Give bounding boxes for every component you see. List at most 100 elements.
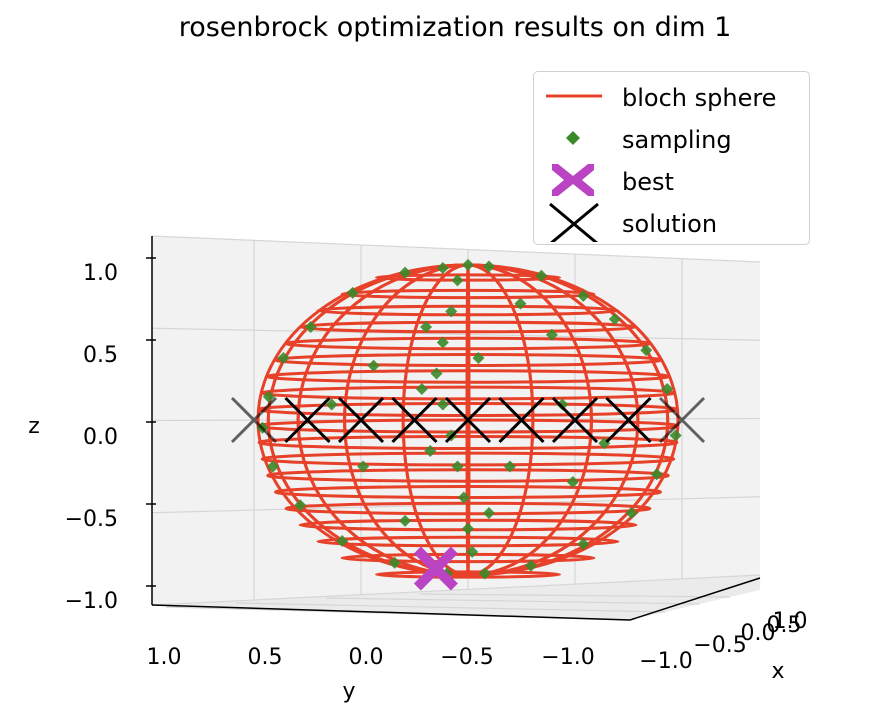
solution-stroke [658,396,706,444]
legend: bloch sphere sampling best solution [533,71,810,245]
sampling-point [266,460,279,473]
grid-line [151,574,761,606]
sampling-point [420,320,433,333]
sampling-point [478,567,491,580]
x-axis-label: x [771,659,784,684]
chart-title: rosenbrock optimization results on dim 1 [178,12,732,43]
sampling-point [277,351,290,364]
sampling-point [424,445,437,458]
sampling-point [445,305,458,318]
floor-pane [152,575,760,620]
x-marker-icon [549,202,599,242]
solution-stroke [230,396,278,444]
line-marker-icon [546,94,602,98]
legend-item-bloch-sphere: bloch sphere [534,76,809,116]
grid-line [235,602,666,613]
sampling-point [625,507,638,520]
grid-line [419,593,731,598]
grid-line [325,597,701,605]
solution-stroke [337,396,385,444]
solution-point [391,396,438,444]
z-tick-label: −1.0 [65,589,118,614]
diamond-marker-icon [566,131,580,145]
sampling-point [462,522,474,535]
y-axis-label: y [342,679,355,704]
z-tick-label: −0.5 [65,507,118,532]
x-tick-label: −1.0 [639,649,692,674]
sampling-points [256,258,682,580]
sampling-point [457,491,470,504]
sampling-point [415,382,428,395]
legend-item-sampling: sampling [534,118,809,158]
sampling-point [577,289,590,302]
solution-point [551,396,599,444]
z-tick-label: 0.0 [83,425,118,450]
sampling-point [336,534,349,547]
sampling-point [577,538,590,551]
solution-point [284,396,331,444]
sampling-point [436,336,449,349]
sampling-point [466,545,479,558]
sampling-point [262,390,275,403]
legend-label: sampling [622,126,732,154]
y-tick-label: −1.0 [541,645,594,670]
sampling-point [514,297,527,310]
solution-stroke [605,396,652,444]
x-tick-label: 0.0 [741,621,776,646]
best-point [413,546,458,591]
solution-point [498,396,545,444]
solution-point [337,396,385,444]
legend-label: solution [622,210,718,238]
grid-line [151,327,761,341]
solution-stroke [391,396,438,444]
sampling-point [661,382,674,395]
solution-stroke [284,396,331,444]
axis-lines [151,236,761,621]
sampling-point [650,468,663,481]
sampling-point [482,507,495,520]
sampling-point [388,556,401,569]
sampling-point [367,359,380,372]
sampling-point [640,344,653,357]
sampling-point [325,398,338,411]
x-axis-line [629,577,761,621]
sampling-point [399,266,412,279]
sampling-point [608,313,621,326]
sampling-point [545,328,558,341]
sampling-point [304,320,317,333]
z-tick-label: 0.5 [83,343,118,368]
z-tick-label: 1.0 [83,261,118,286]
sampling-point [294,499,307,512]
y-tick-label: 0.5 [248,645,283,670]
solution-point [605,396,652,444]
sampling-point [482,260,495,273]
legend-item-solution: solution [534,202,809,242]
sampling-point [346,286,359,299]
solution-point [658,396,706,444]
sampling-point [436,398,449,411]
sampling-point [430,367,443,380]
sampling-point [462,258,474,271]
sampling-point [451,274,464,287]
sampling-point [535,269,548,282]
tick-labels: 1.00.50.0−0.5−1.01.0 0.5 0.0 −0.5 −1.0 −1.0−0… [28,257,808,704]
solution-stroke [498,396,545,444]
legend-label: best [622,168,674,196]
sampling-point [524,559,537,572]
solution-point [230,396,278,444]
y-tick-label: 1.0 [147,645,182,670]
grid-line [151,235,761,263]
legend-item-best: best [534,160,809,200]
solution-point [444,396,492,444]
z-axis-label: z [28,414,40,439]
y-tick-label: −0.5 [440,645,493,670]
bloch-sphere-wireframe [256,263,680,579]
sampling-point [451,460,464,473]
solution-stroke [444,396,492,444]
legend-label: bloch sphere [622,84,777,112]
sampling-point [436,262,449,275]
sampling-point [566,476,579,489]
solution-stroke [551,396,599,444]
x-tick-label: 0.5 [767,613,802,638]
